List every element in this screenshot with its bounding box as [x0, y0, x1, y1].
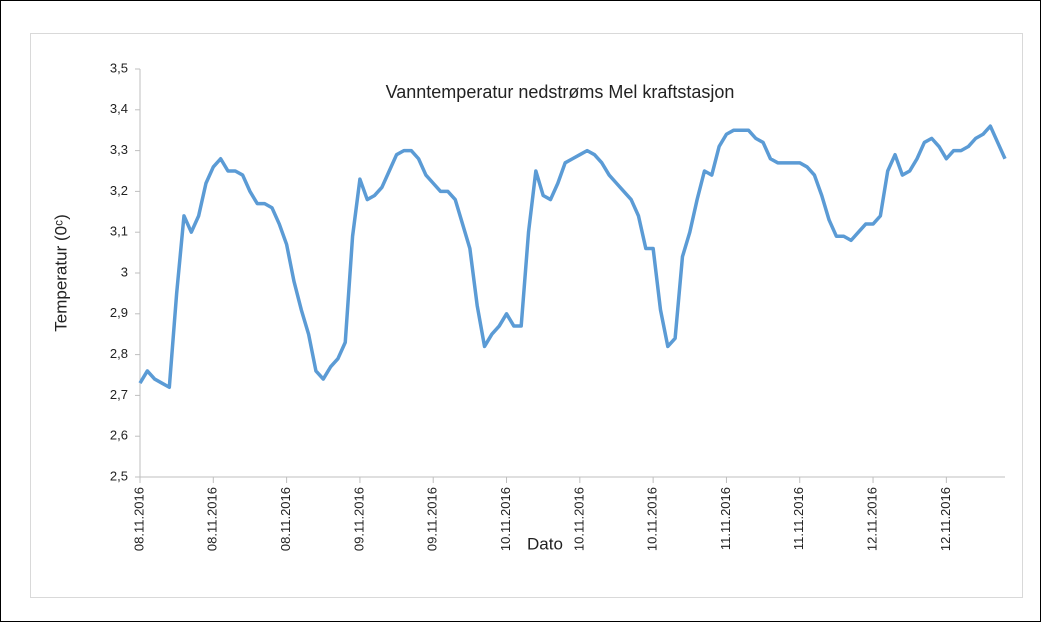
x-tick-label: 10.11.2016 — [571, 487, 586, 551]
x-tick-label: 11.11.2016 — [718, 487, 733, 550]
x-tick-label: 09.11.2016 — [425, 487, 440, 551]
y-tick-label: 3,1 — [110, 224, 128, 239]
chart-title: Vanntemperatur nedstrøms Mel kraftstasjo… — [386, 82, 735, 102]
y-tick-label: 2,8 — [110, 346, 128, 361]
y-tick-label: 2,5 — [110, 468, 128, 483]
x-tick-label: 08.11.2016 — [205, 487, 220, 551]
y-axis-label: Temperatur (0ᶜ) — [51, 214, 70, 332]
x-tick-label: 10.11.2016 — [498, 487, 513, 551]
y-tick-label: 3,2 — [110, 183, 128, 198]
x-tick-label: 11.11.2016 — [791, 487, 806, 550]
data-line — [138, 124, 1007, 389]
x-tick-label: 12.11.2016 — [864, 487, 879, 551]
x-tick-label: 12.11.2016 — [938, 487, 953, 551]
x-tick-label: 08.11.2016 — [278, 487, 293, 551]
y-tick-label: 3 — [121, 264, 128, 279]
x-axis-label: Dato — [527, 534, 563, 553]
y-tick-label: 3,5 — [110, 60, 128, 75]
y-tick-label: 3,3 — [110, 142, 128, 157]
y-tick-label: 3,4 — [110, 101, 128, 116]
y-tick-label: 2,7 — [110, 387, 128, 402]
x-tick-label: 10.11.2016 — [645, 487, 660, 551]
x-tick-label: 08.11.2016 — [131, 487, 146, 551]
chart-area — [30, 33, 1023, 598]
y-tick-label: 2,9 — [110, 305, 128, 320]
y-tick-label: 2,6 — [110, 428, 128, 443]
x-tick-label: 09.11.2016 — [351, 487, 366, 551]
